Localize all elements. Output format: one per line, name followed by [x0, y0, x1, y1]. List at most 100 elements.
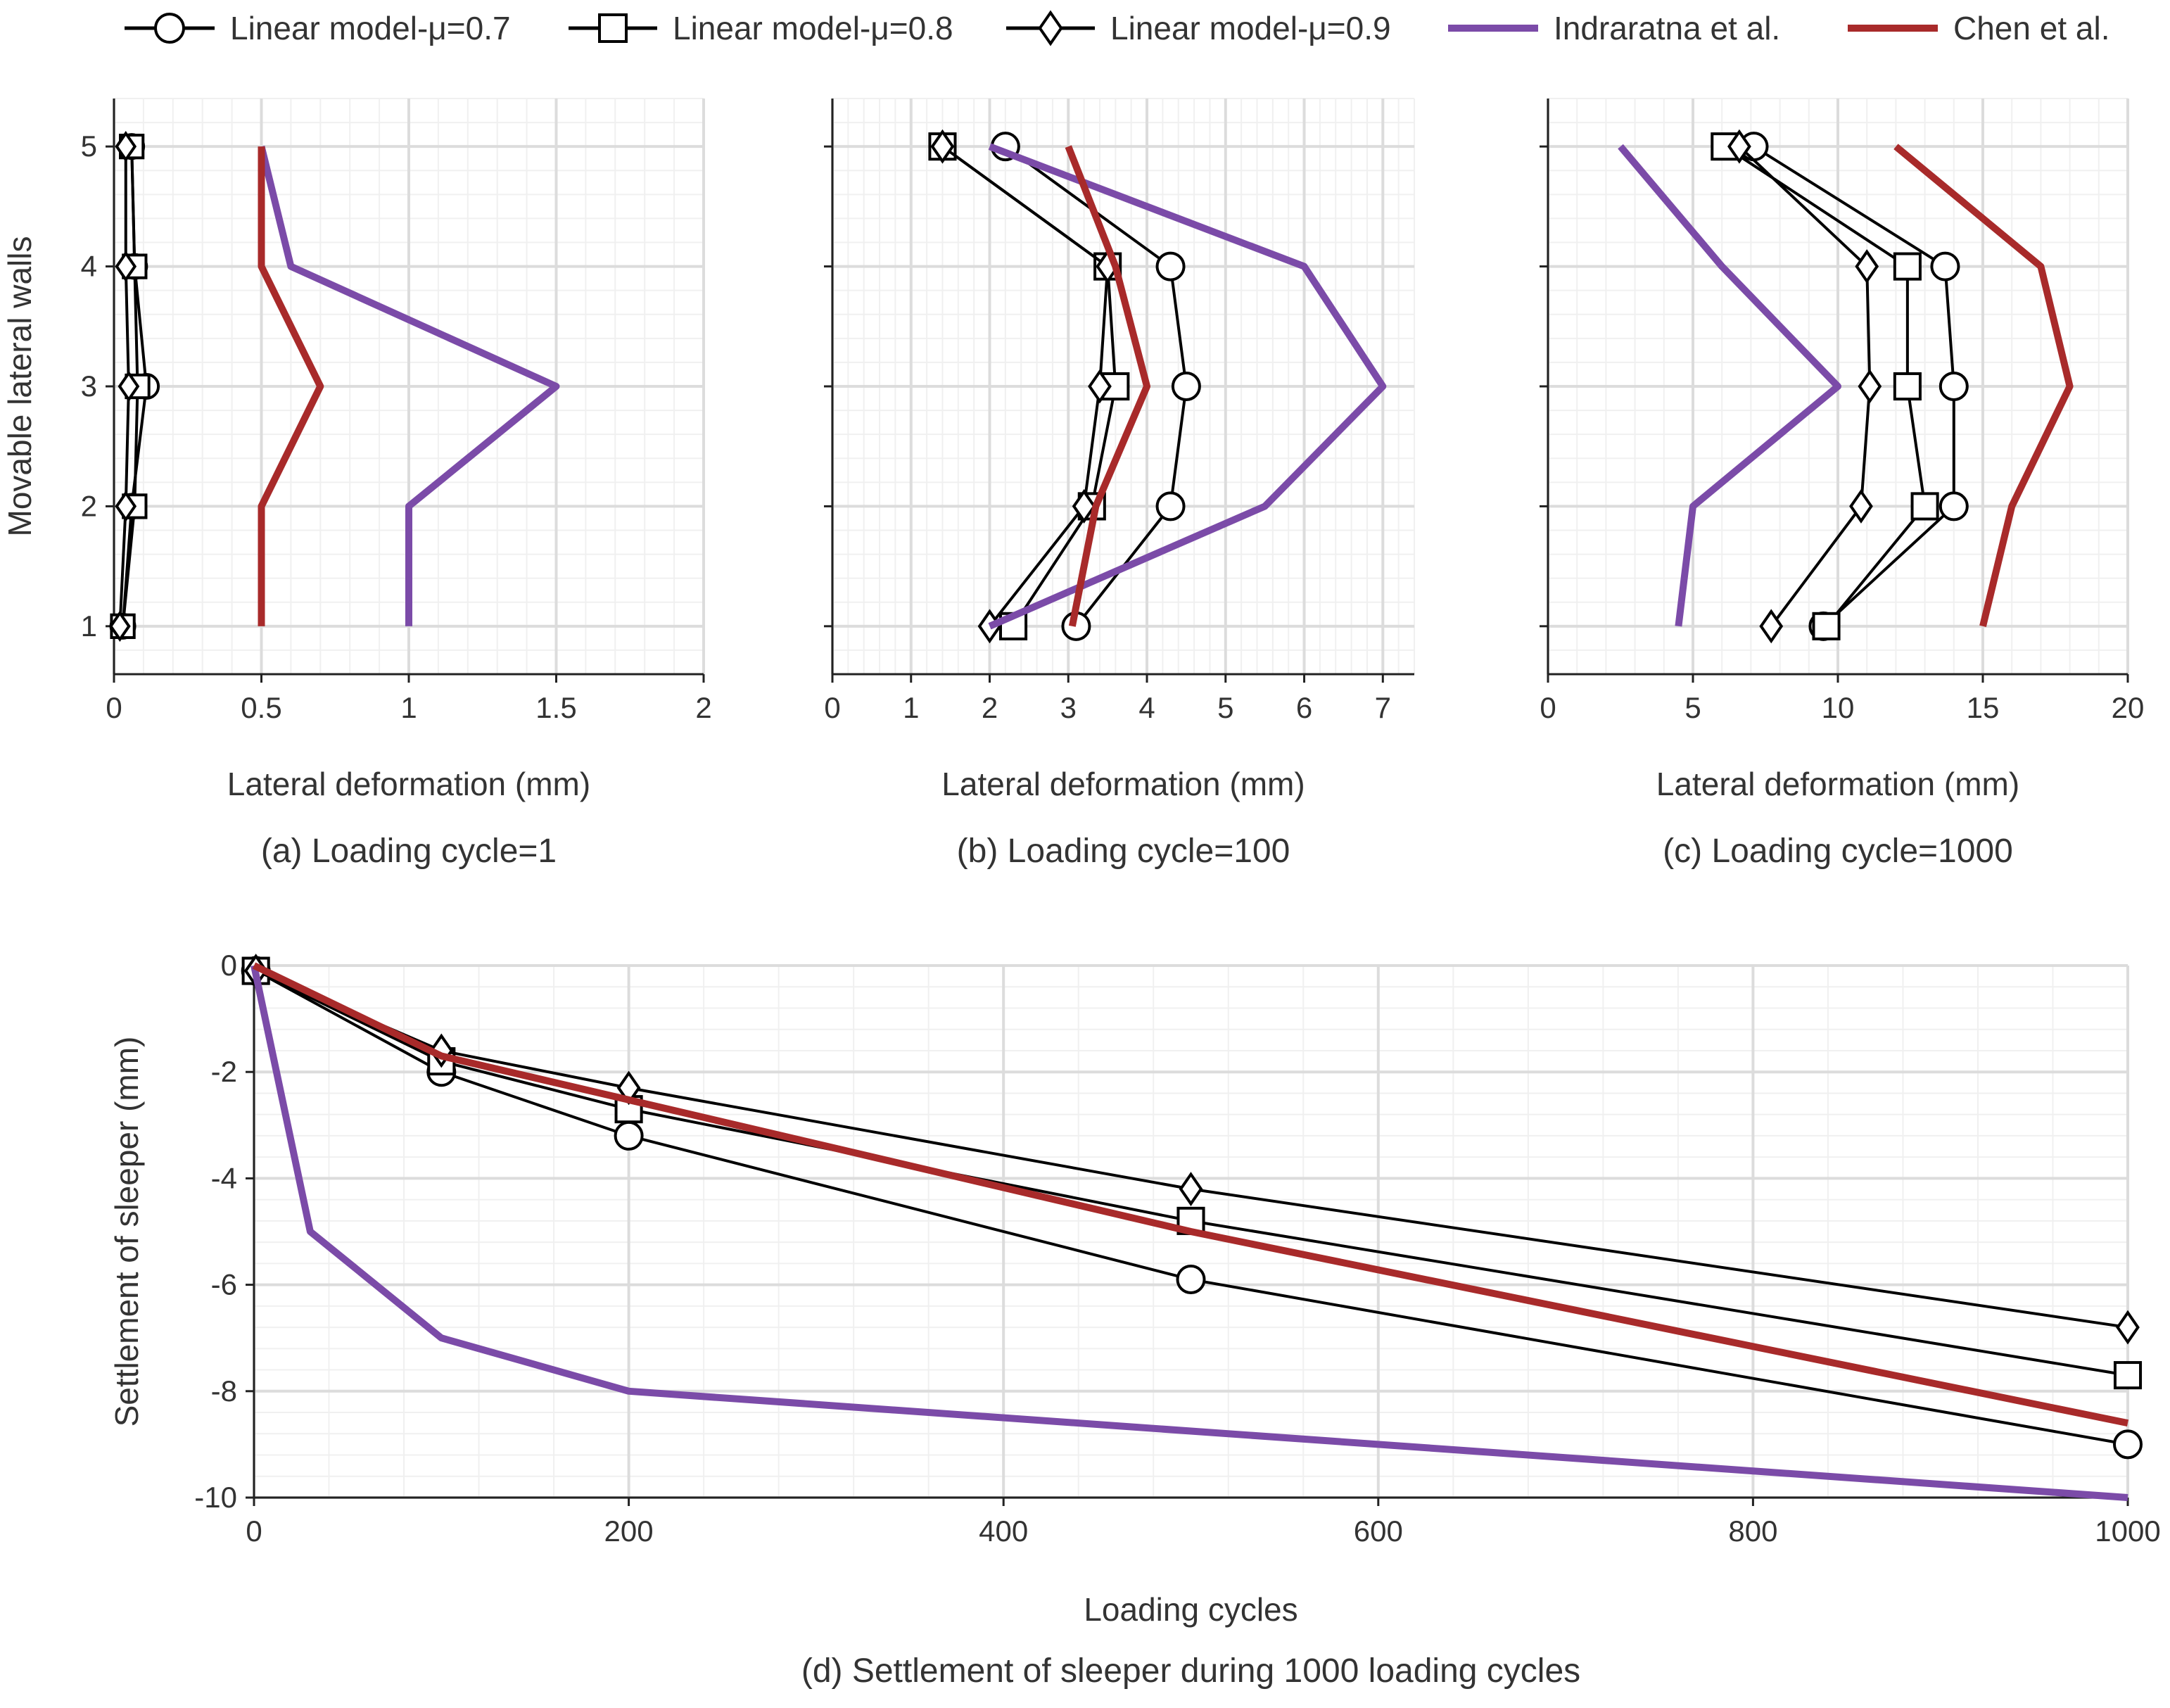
- legend-item-linear-model-mu-0-7: Linear model-μ=0.7: [125, 10, 511, 46]
- y-axis-title: Settlement of sleeper (mm): [108, 1037, 145, 1427]
- data-point-linear-model-mu-0-7: [1155, 491, 1186, 521]
- series-chen-et-al: [258, 146, 324, 626]
- x-tick-label: 5: [1217, 691, 1233, 724]
- series-line-chen-et-al: [1893, 144, 2074, 628]
- y-tick-label: -4: [211, 1161, 237, 1194]
- y-axis-title: Movable lateral walls: [1, 236, 38, 537]
- data-point-linear-model-mu-0-8: [1893, 252, 1922, 281]
- data-point-linear-model-mu-0-9: [1849, 488, 1873, 524]
- data-point-linear-model-mu-0-9: [1855, 249, 1879, 284]
- data-point-linear-model-mu-0-9: [1088, 369, 1112, 404]
- legend-swatch-marker: [154, 13, 185, 44]
- x-tick-label: 20: [2112, 691, 2145, 724]
- x-tick-label: 6: [1296, 691, 1312, 724]
- data-point-linear-model-mu-0-7: [1171, 372, 1201, 401]
- data-point-linear-model-mu-0-9: [930, 129, 955, 164]
- x-tick-label: 2: [982, 691, 998, 724]
- data-point-linear-model-mu-0-8: [1910, 492, 1939, 521]
- data-point-linear-model-mu-0-7: [1930, 251, 1960, 281]
- data-point-linear-model-mu-0-9: [1179, 1172, 1203, 1206]
- data-point-linear-model-mu-0-9: [115, 130, 137, 163]
- x-tick-label: 0: [246, 1514, 262, 1548]
- series-chen-et-al: [1065, 145, 1151, 627]
- data-point-linear-model-mu-0-9: [1858, 369, 1882, 404]
- series-indraratna-et-al: [250, 964, 2128, 1501]
- series-indraratna-et-al: [1618, 144, 1841, 627]
- series-line-indraratna-et-al: [250, 964, 2128, 1501]
- x-tick-label: 0.5: [241, 691, 281, 724]
- series-linear-model-mu-0-9: [1727, 129, 1882, 644]
- x-tick-label: 3: [1060, 691, 1077, 724]
- x-tick-label: 5: [1684, 691, 1701, 724]
- x-tick-label: 1: [400, 691, 417, 724]
- y-tick-label: 1: [81, 609, 97, 643]
- x-tick-label: 200: [604, 1514, 654, 1548]
- legend-item-linear-model-mu-0-8: Linear model-μ=0.8: [569, 10, 953, 46]
- data-point-linear-model-mu-0-7: [1155, 251, 1186, 281]
- legend-item-linear-model-mu-0-9: Linear model-μ=0.9: [1006, 10, 1391, 46]
- data-point-linear-model-mu-0-7: [614, 1120, 644, 1151]
- x-tick-label: 1000: [2095, 1514, 2160, 1548]
- data-point-linear-model-mu-0-7: [1939, 372, 1969, 401]
- y-tick-label: -10: [194, 1481, 237, 1514]
- series-line-indraratna-et-al: [988, 143, 1387, 630]
- x-axis-title: Lateral deformation (mm): [941, 766, 1305, 802]
- x-tick-label: 0: [1540, 691, 1556, 724]
- data-point-linear-model-mu-0-9: [109, 610, 131, 643]
- data-point-linear-model-mu-0-9: [1727, 129, 1751, 164]
- y-tick-label: 4: [81, 250, 97, 283]
- series-line-linear-model-mu-0-8: [255, 969, 2128, 1377]
- x-tick-label: 15: [1967, 691, 2000, 724]
- data-point-linear-model-mu-0-9: [1759, 609, 1784, 644]
- x-tick-label: 7: [1375, 691, 1391, 724]
- legend-label: Indraratna et al.: [1554, 10, 1780, 46]
- x-tick-label: 400: [979, 1514, 1028, 1548]
- series-line-indraratna-et-al: [1618, 144, 1841, 627]
- y-tick-label: -2: [211, 1055, 237, 1088]
- series-linear-model-mu-0-8: [241, 956, 2143, 1390]
- data-point-linear-model-mu-0-8: [2113, 1361, 2143, 1390]
- data-point-linear-model-mu-0-9: [118, 370, 140, 403]
- x-tick-label: 4: [1138, 691, 1155, 724]
- x-tick-label: 2: [695, 691, 711, 724]
- x-tick-label: 0: [824, 691, 840, 724]
- legend-item-chen-et-al: Chen et al.: [1848, 10, 2109, 46]
- series-line-chen-et-al: [258, 146, 324, 626]
- data-point-linear-model-mu-0-9: [1072, 488, 1096, 524]
- series-line-chen-et-al: [1065, 145, 1151, 627]
- x-axis-title: Lateral deformation (mm): [1656, 766, 2019, 802]
- data-point-linear-model-mu-0-8: [1893, 372, 1922, 401]
- x-tick-label: 10: [1822, 691, 1855, 724]
- panel-caption: (d) Settlement of sleeper during 1000 lo…: [801, 1652, 1580, 1690]
- x-tick-label: 1.5: [535, 691, 576, 724]
- series-chen-et-al: [252, 962, 2129, 1427]
- data-point-linear-model-mu-0-9: [115, 251, 137, 282]
- series-indraratna-et-al: [988, 143, 1387, 630]
- data-point-linear-model-mu-0-9: [2116, 1310, 2140, 1345]
- y-tick-label: 3: [81, 369, 97, 403]
- panel-b: 0 1 2 3 4 5 6 7 Lateral deformation (mm) (b) Load…: [824, 98, 1415, 870]
- data-point-linear-model-mu-0-9: [429, 1033, 454, 1068]
- y-tick-label: 0: [221, 949, 237, 982]
- data-point-linear-model-mu-0-8: [1101, 372, 1130, 401]
- legend-swatch-marker: [598, 13, 628, 43]
- y-tick-label: 5: [81, 129, 97, 163]
- panel-caption: (a) Loading cycle=1: [261, 833, 557, 870]
- data-point-linear-model-mu-0-7: [2113, 1429, 2143, 1460]
- series-linear-model-mu-0-8: [1711, 132, 1939, 640]
- x-tick-label: 600: [1354, 1514, 1403, 1548]
- series-line-indraratna-et-al: [258, 145, 560, 626]
- panel-caption: (b) Loading cycle=100: [957, 833, 1290, 870]
- series-linear-model-mu-0-9: [109, 130, 140, 643]
- series-indraratna-et-al: [258, 145, 560, 626]
- legend-swatch-marker: [1038, 10, 1063, 46]
- x-axis-title: Loading cycles: [1084, 1591, 1297, 1628]
- panel-d: 0 200 400 600 800 1000 0 -2 -4 -6 -8 -10 Loading cyc…: [108, 949, 2161, 1690]
- data-point-linear-model-mu-0-9: [115, 491, 137, 522]
- y-tick-label: 2: [81, 489, 97, 522]
- data-point-linear-model-mu-0-8: [1812, 612, 1841, 640]
- panel-a: 0 0.5 1 1.5 2 1 2 3 4 5 Lateral deformation (mm) Mo…: [1, 98, 712, 870]
- legend-item-indraratna-et-al: Indraratna et al.: [1448, 10, 1780, 46]
